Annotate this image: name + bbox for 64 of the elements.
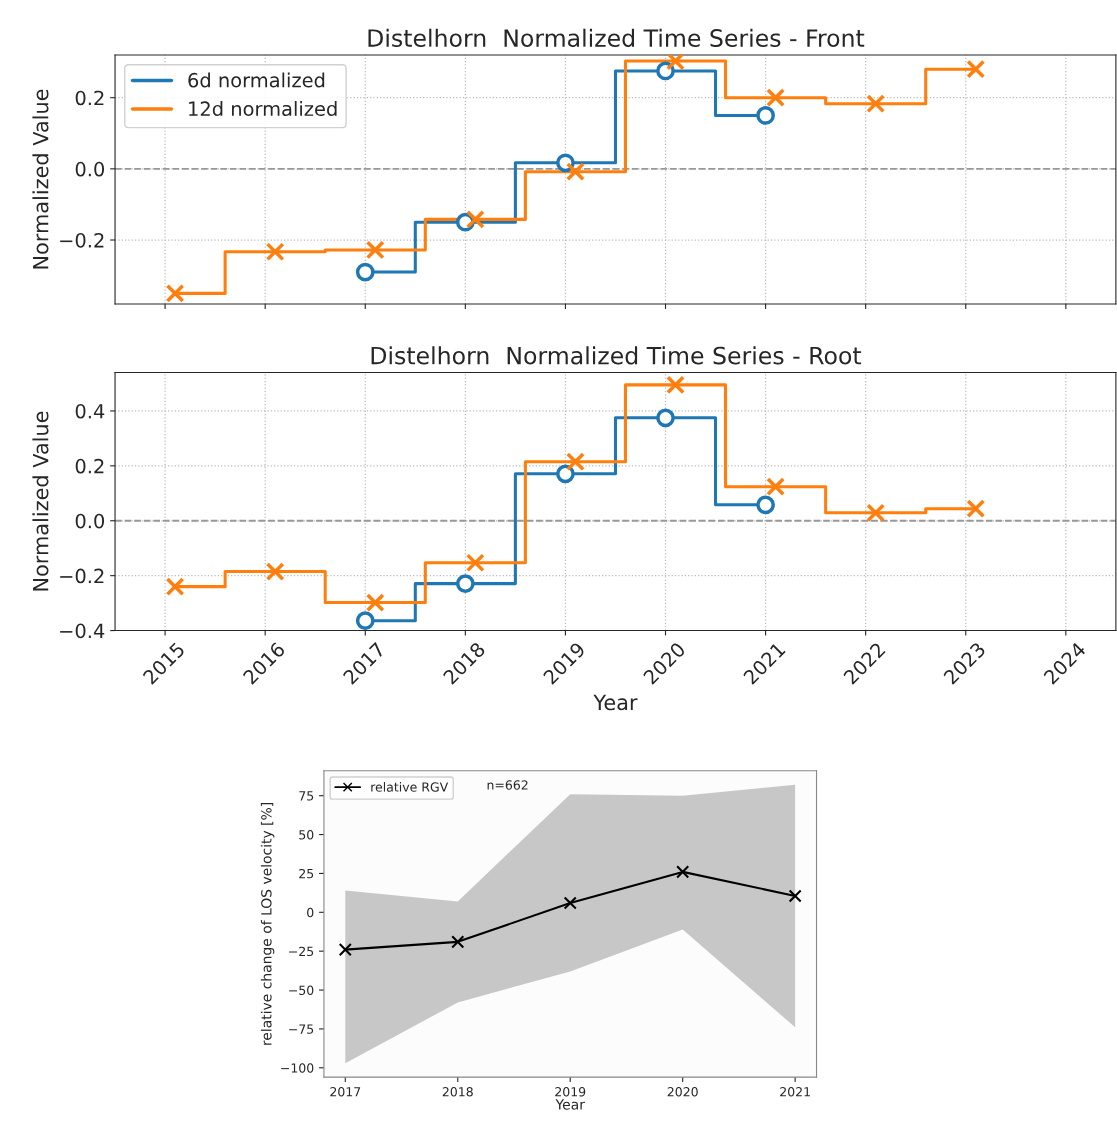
x-tick-label: 2017	[330, 1087, 361, 1097]
y-tick-label: −75	[289, 1024, 314, 1034]
point	[451, 935, 465, 949]
y-tick-label: −0.2	[60, 232, 104, 248]
point	[365, 240, 385, 260]
annotation: n=662	[487, 780, 528, 790]
point	[766, 88, 785, 108]
point	[756, 106, 775, 125]
y-tick-label: 0.0	[75, 513, 105, 529]
point	[566, 452, 585, 472]
point	[666, 54, 685, 71]
x-tick-label: 2018	[442, 1087, 473, 1097]
point	[355, 611, 375, 631]
chart-title: Distelhorn Normalized Time Series - Root	[371, 346, 862, 365]
y-tick-label: −50	[289, 985, 314, 995]
y-tick-label: 0.0	[75, 161, 105, 177]
y-tick-label: 75	[299, 791, 314, 801]
point	[355, 262, 375, 282]
point	[465, 553, 485, 573]
legend-label: relative RGV	[371, 782, 449, 792]
point	[556, 464, 575, 484]
point	[563, 896, 577, 910]
point	[265, 562, 285, 581]
point	[866, 503, 886, 523]
y-axis-title: Normalized Value	[32, 89, 49, 269]
y-tick-label: 0.4	[75, 403, 105, 419]
y-tick-label: −100	[281, 1063, 314, 1073]
point	[556, 153, 575, 173]
point	[788, 889, 802, 903]
point	[666, 375, 685, 395]
point	[866, 94, 886, 114]
y-tick-label: −0.2	[60, 568, 104, 584]
point	[966, 59, 986, 79]
point	[338, 943, 352, 957]
point	[676, 865, 690, 879]
point	[766, 477, 785, 497]
y-tick-label: 0.2	[75, 90, 104, 106]
x-tick-label: 2019	[555, 1087, 586, 1097]
y-axis-title: Normalized Value	[32, 411, 49, 591]
y-tick-label: 0.2	[75, 458, 104, 474]
x-tick-label: 2021	[780, 1087, 810, 1097]
y-tick-label: 0	[307, 907, 314, 918]
point	[566, 162, 585, 182]
y-tick-label: 25	[299, 868, 314, 879]
legend-label: 6d normalized	[188, 72, 325, 88]
point	[265, 242, 285, 262]
x-axis-title: Year	[593, 694, 638, 711]
point	[656, 408, 675, 428]
point	[165, 284, 185, 303]
point	[365, 593, 385, 612]
point	[165, 577, 185, 597]
x-tick-label: 2020	[667, 1087, 698, 1097]
legend-label: 12d normalized	[189, 101, 337, 117]
point	[966, 499, 986, 519]
y-tick-label: −25	[289, 946, 314, 957]
y-axis-title: relative change of LOS velocity [%]	[260, 803, 275, 1045]
y-tick-label: 50	[299, 830, 314, 840]
point	[455, 574, 475, 593]
chart-title: Distelhorn Normalized Time Series - Front	[368, 28, 865, 47]
point	[756, 495, 775, 515]
x-axis-title: Year	[555, 1099, 585, 1110]
point	[656, 61, 675, 81]
y-tick-label: −0.4	[60, 623, 105, 639]
point	[465, 209, 485, 229]
